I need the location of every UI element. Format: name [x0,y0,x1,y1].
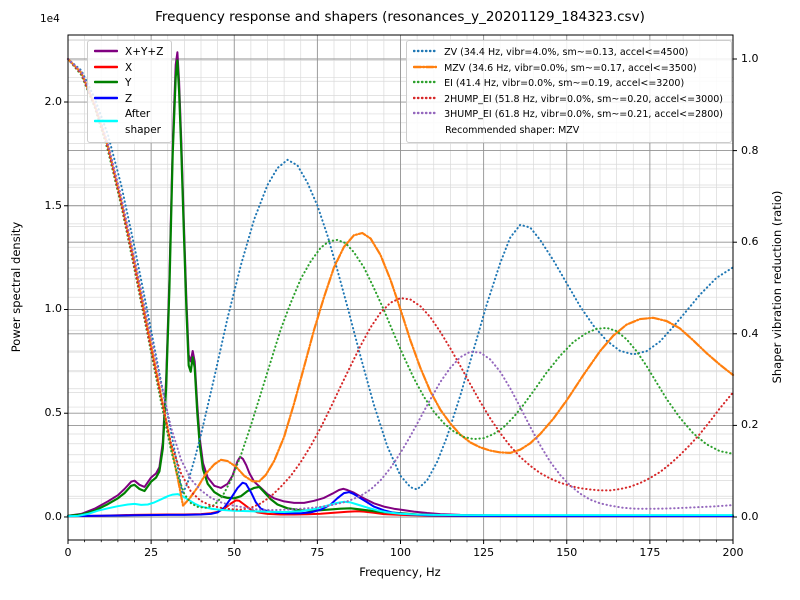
legend-line-swatch [412,96,438,99]
legend-line-swatch [412,111,438,115]
legend-item-label: 3HUMP_EI (61.8 Hz, vibr=0.0%, sm~=0.21, … [444,109,723,120]
y-right-tick-label: 0.6 [741,235,759,249]
legend-recommendation-note: Recommended shaper: MZV [445,124,580,136]
legend-item: EI (41.4 Hz, vibr=0.0%, sm~=0.19, accel<… [412,76,723,92]
legend-item: X [93,61,163,77]
legend-item-label: Y [125,77,132,89]
x-tick-label: 200 [722,546,744,559]
y-left-tick-label: 1.0 [44,302,63,316]
legend-item: Z [93,92,163,108]
chart-title: Frequency response and shapers (resonanc… [155,9,645,25]
x-tick-label: 175 [639,546,661,559]
legend-item-label: MZV (34.6 Hz, vibr=0.0%, sm~=0.17, accel… [444,62,697,74]
legend-item: X+Y+Z [93,45,164,61]
x-tick-label: 25 [144,546,159,559]
legend-psd: X+Y+Z X Y Z After shaper [87,40,173,143]
legend-item: 2HUMP_EI (51.8 Hz, vibr=0.0%, sm~=0.20, … [412,92,723,108]
legend-line-swatch [93,96,119,99]
y-right-tick-label: 1.0 [741,51,759,65]
y-axis-left-label: Power spectral density [9,221,23,353]
legend-item: ZV (34.4 Hz, vibr=4.0%, sm~=0.13, accel<… [412,45,723,61]
y-left-tick-label: 1.5 [44,198,63,212]
series-y-line [66,59,735,517]
legend-item-label: ZV (34.4 Hz, vibr=4.0%, sm~=0.13, accel<… [444,47,689,58]
x-tick-label: 50 [227,546,242,559]
y-right-tick-label: 0.2 [741,418,759,432]
y-right-tick-label: 0.8 [741,143,759,157]
y-axis-right-label: Shaper vibration reduction (ratio) [770,190,784,384]
legend-item-label: After shaper [125,108,162,136]
legend-item: MZV (34.6 Hz, vibr=0.0%, sm~=0.17, accel… [412,61,723,77]
legend-item-label: X [125,61,133,74]
y-left-tick-label: 0.5 [44,406,63,420]
y-right-tick-label: 0.4 [741,326,759,340]
x-tick-label: 100 [390,546,411,559]
x-tick-label: 0 [64,546,72,559]
legend-line-swatch [412,49,438,53]
legend-line-swatch [93,65,119,68]
legend-item: 3HUMP_EI (61.8 Hz, vibr=0.0%, sm~=0.21, … [412,107,723,123]
y-left-tick-label: 0.0 [44,509,63,523]
y-left-tick-label: 2.0 [44,95,63,108]
legend-line-swatch [93,80,119,84]
legend-item-label: EI (41.4 Hz, vibr=0.0%, sm~=0.19, accel<… [444,78,685,89]
series-after-shaper-line [67,493,734,518]
x-tick-label: 125 [473,546,495,559]
legend-shapers: ZV (34.4 Hz, vibr=4.0%, sm~=0.13, accel<… [406,40,732,143]
legend-item-label: X+Y+Z [125,46,164,58]
series-mzv-line [66,57,735,507]
x-tick-label: 150 [556,546,578,559]
x-axis-label: Frequency, Hz [359,565,441,579]
legend-line-swatch [412,80,438,84]
legend-line-swatch [412,65,438,68]
legend-item-label: Z [125,92,133,105]
legend-line-swatch [93,119,119,122]
legend-item: After shaper [93,107,163,138]
x-tick-label: 75 [310,546,325,559]
y-axis-offset-label: 1e4 [40,13,60,25]
series-3hump_ei-line [67,58,734,512]
y-right-tick-label: 0.0 [741,510,759,523]
legend-item: Y [93,76,163,92]
series-2hump_ei-line [67,58,734,511]
legend-item-label: 2HUMP_EI (51.8 Hz, vibr=0.0%, sm~=0.20, … [444,93,723,105]
series-zv-line [67,58,734,496]
series-z-line [67,481,734,518]
legend-line-swatch [93,49,119,53]
